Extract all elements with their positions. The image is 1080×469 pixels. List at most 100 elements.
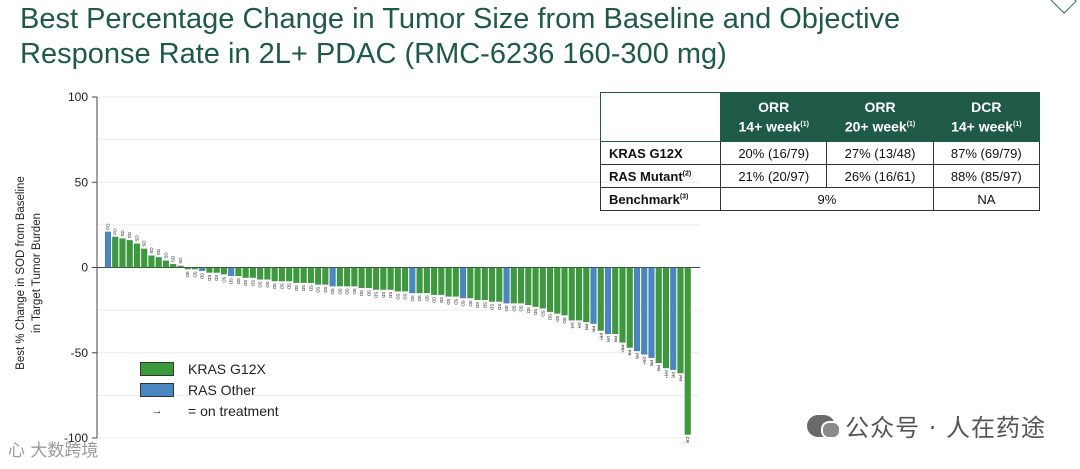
bar <box>641 267 648 355</box>
row-label: KRAS G12X <box>599 141 722 165</box>
bar-label: SD <box>192 271 197 278</box>
bar-label: SD <box>156 248 161 255</box>
bar <box>394 267 401 292</box>
table-row: KRAS G12X 20% (16/79) 27% (13/48) 87% (6… <box>599 141 1041 165</box>
bar <box>235 267 242 277</box>
bar <box>249 267 257 278</box>
header-line2: 14+ week <box>738 118 801 135</box>
bar-label: SD <box>461 300 466 307</box>
bar <box>467 267 474 299</box>
bar-label: SD <box>475 302 480 309</box>
bar-label: PR <box>591 326 596 333</box>
legend-label: RAS Other <box>188 381 256 398</box>
bar <box>365 267 372 289</box>
bar-label: SD <box>134 235 139 242</box>
bar-label: SD <box>142 240 147 247</box>
bar-label: SD <box>171 255 176 262</box>
watermark-left: 心 大数跨境 <box>8 441 99 461</box>
bar-label: SD <box>562 317 567 324</box>
bar <box>199 267 206 272</box>
bar-label: PR <box>671 372 676 379</box>
bar <box>612 267 619 335</box>
bar-label: PR <box>649 360 654 367</box>
bar <box>213 267 220 273</box>
header-line1: ORR <box>864 99 896 116</box>
bar-label: SD <box>359 290 364 297</box>
bar <box>300 267 307 283</box>
bar-label: SD <box>432 297 437 304</box>
table-cell: 26% (16/61) <box>826 164 934 188</box>
row-label: RAS Mutant(2) <box>599 164 722 188</box>
bar <box>119 238 126 268</box>
bar-label: PR <box>613 336 618 343</box>
bar <box>387 267 394 290</box>
bar-label: SD <box>511 305 516 312</box>
watermark: 公众号 · 人在药途 <box>807 408 1046 443</box>
bar-label: SD <box>497 304 502 311</box>
bar <box>662 267 670 369</box>
y-axis-label: Best % Change in SOD from Baseline <box>15 176 27 370</box>
legend-item: RAS Other <box>140 379 279 400</box>
bar <box>539 267 546 309</box>
bar-label: SD <box>403 293 408 300</box>
bar <box>112 236 119 268</box>
response-rate-table: ORR 14+ week(1) ORR 20+ week(1) DCR 14+ … <box>599 92 1041 211</box>
bar <box>430 267 438 295</box>
bar <box>220 267 228 275</box>
bar <box>184 267 191 270</box>
bar <box>242 267 249 278</box>
chart-legend: KRAS G12X RAS Other → = on treatment <box>140 358 279 421</box>
table-header-orr14: ORR 14+ week(1) <box>720 92 828 142</box>
bar <box>532 267 539 307</box>
table-header-orr20: ORR 20+ week(1) <box>826 92 934 142</box>
legend-item: KRAS G12X <box>140 358 279 379</box>
bar <box>264 267 271 280</box>
bar-label: SD <box>149 247 154 254</box>
header-footnote: (1) <box>906 121 916 129</box>
bar <box>322 267 329 285</box>
legend-swatch-kras <box>140 361 174 376</box>
y-tick-label: -50 <box>71 346 89 360</box>
arrow-icon: → <box>151 404 163 417</box>
bar <box>590 267 597 324</box>
bar <box>459 267 467 299</box>
header-line1: DCR <box>971 99 1002 116</box>
bar-label: SD <box>337 288 342 295</box>
bar <box>445 267 452 297</box>
bar-label: SD <box>417 295 422 302</box>
bar <box>104 231 112 268</box>
benchmark-orr-cell: 9% <box>720 187 934 211</box>
bar-label: SD <box>381 292 386 299</box>
bar <box>525 267 532 306</box>
bar-label: SD <box>178 257 183 264</box>
bar-label: SD <box>388 292 393 299</box>
bar-label: SD <box>533 309 538 316</box>
bar-label: SD <box>287 283 292 290</box>
table-cell: 21% (20/97) <box>720 164 828 188</box>
bar-label: PR <box>634 353 639 360</box>
bar-label: SD <box>243 280 248 287</box>
bar <box>438 267 445 295</box>
bar <box>307 267 315 283</box>
watermark-text: 公众号 · 人在药途 <box>845 414 1046 442</box>
bar <box>648 267 655 359</box>
bar-label: SD <box>258 281 263 288</box>
bar <box>568 267 575 321</box>
bar-label: SD <box>265 281 270 288</box>
bar-label: SD <box>236 278 241 285</box>
bar-label: SD <box>345 288 350 295</box>
bar <box>148 255 155 268</box>
bar <box>626 267 633 348</box>
bar-label: SD <box>301 285 306 292</box>
table-corner-cell <box>599 92 722 142</box>
bar <box>336 267 343 287</box>
bar-label: SD <box>200 273 205 280</box>
bar-label: CR <box>685 437 690 444</box>
bar-label: SD <box>120 230 125 237</box>
bar-label: SD <box>316 287 321 294</box>
bar-label: SD <box>374 292 379 299</box>
bar <box>351 267 358 287</box>
bar <box>510 267 517 304</box>
bar <box>286 267 293 282</box>
